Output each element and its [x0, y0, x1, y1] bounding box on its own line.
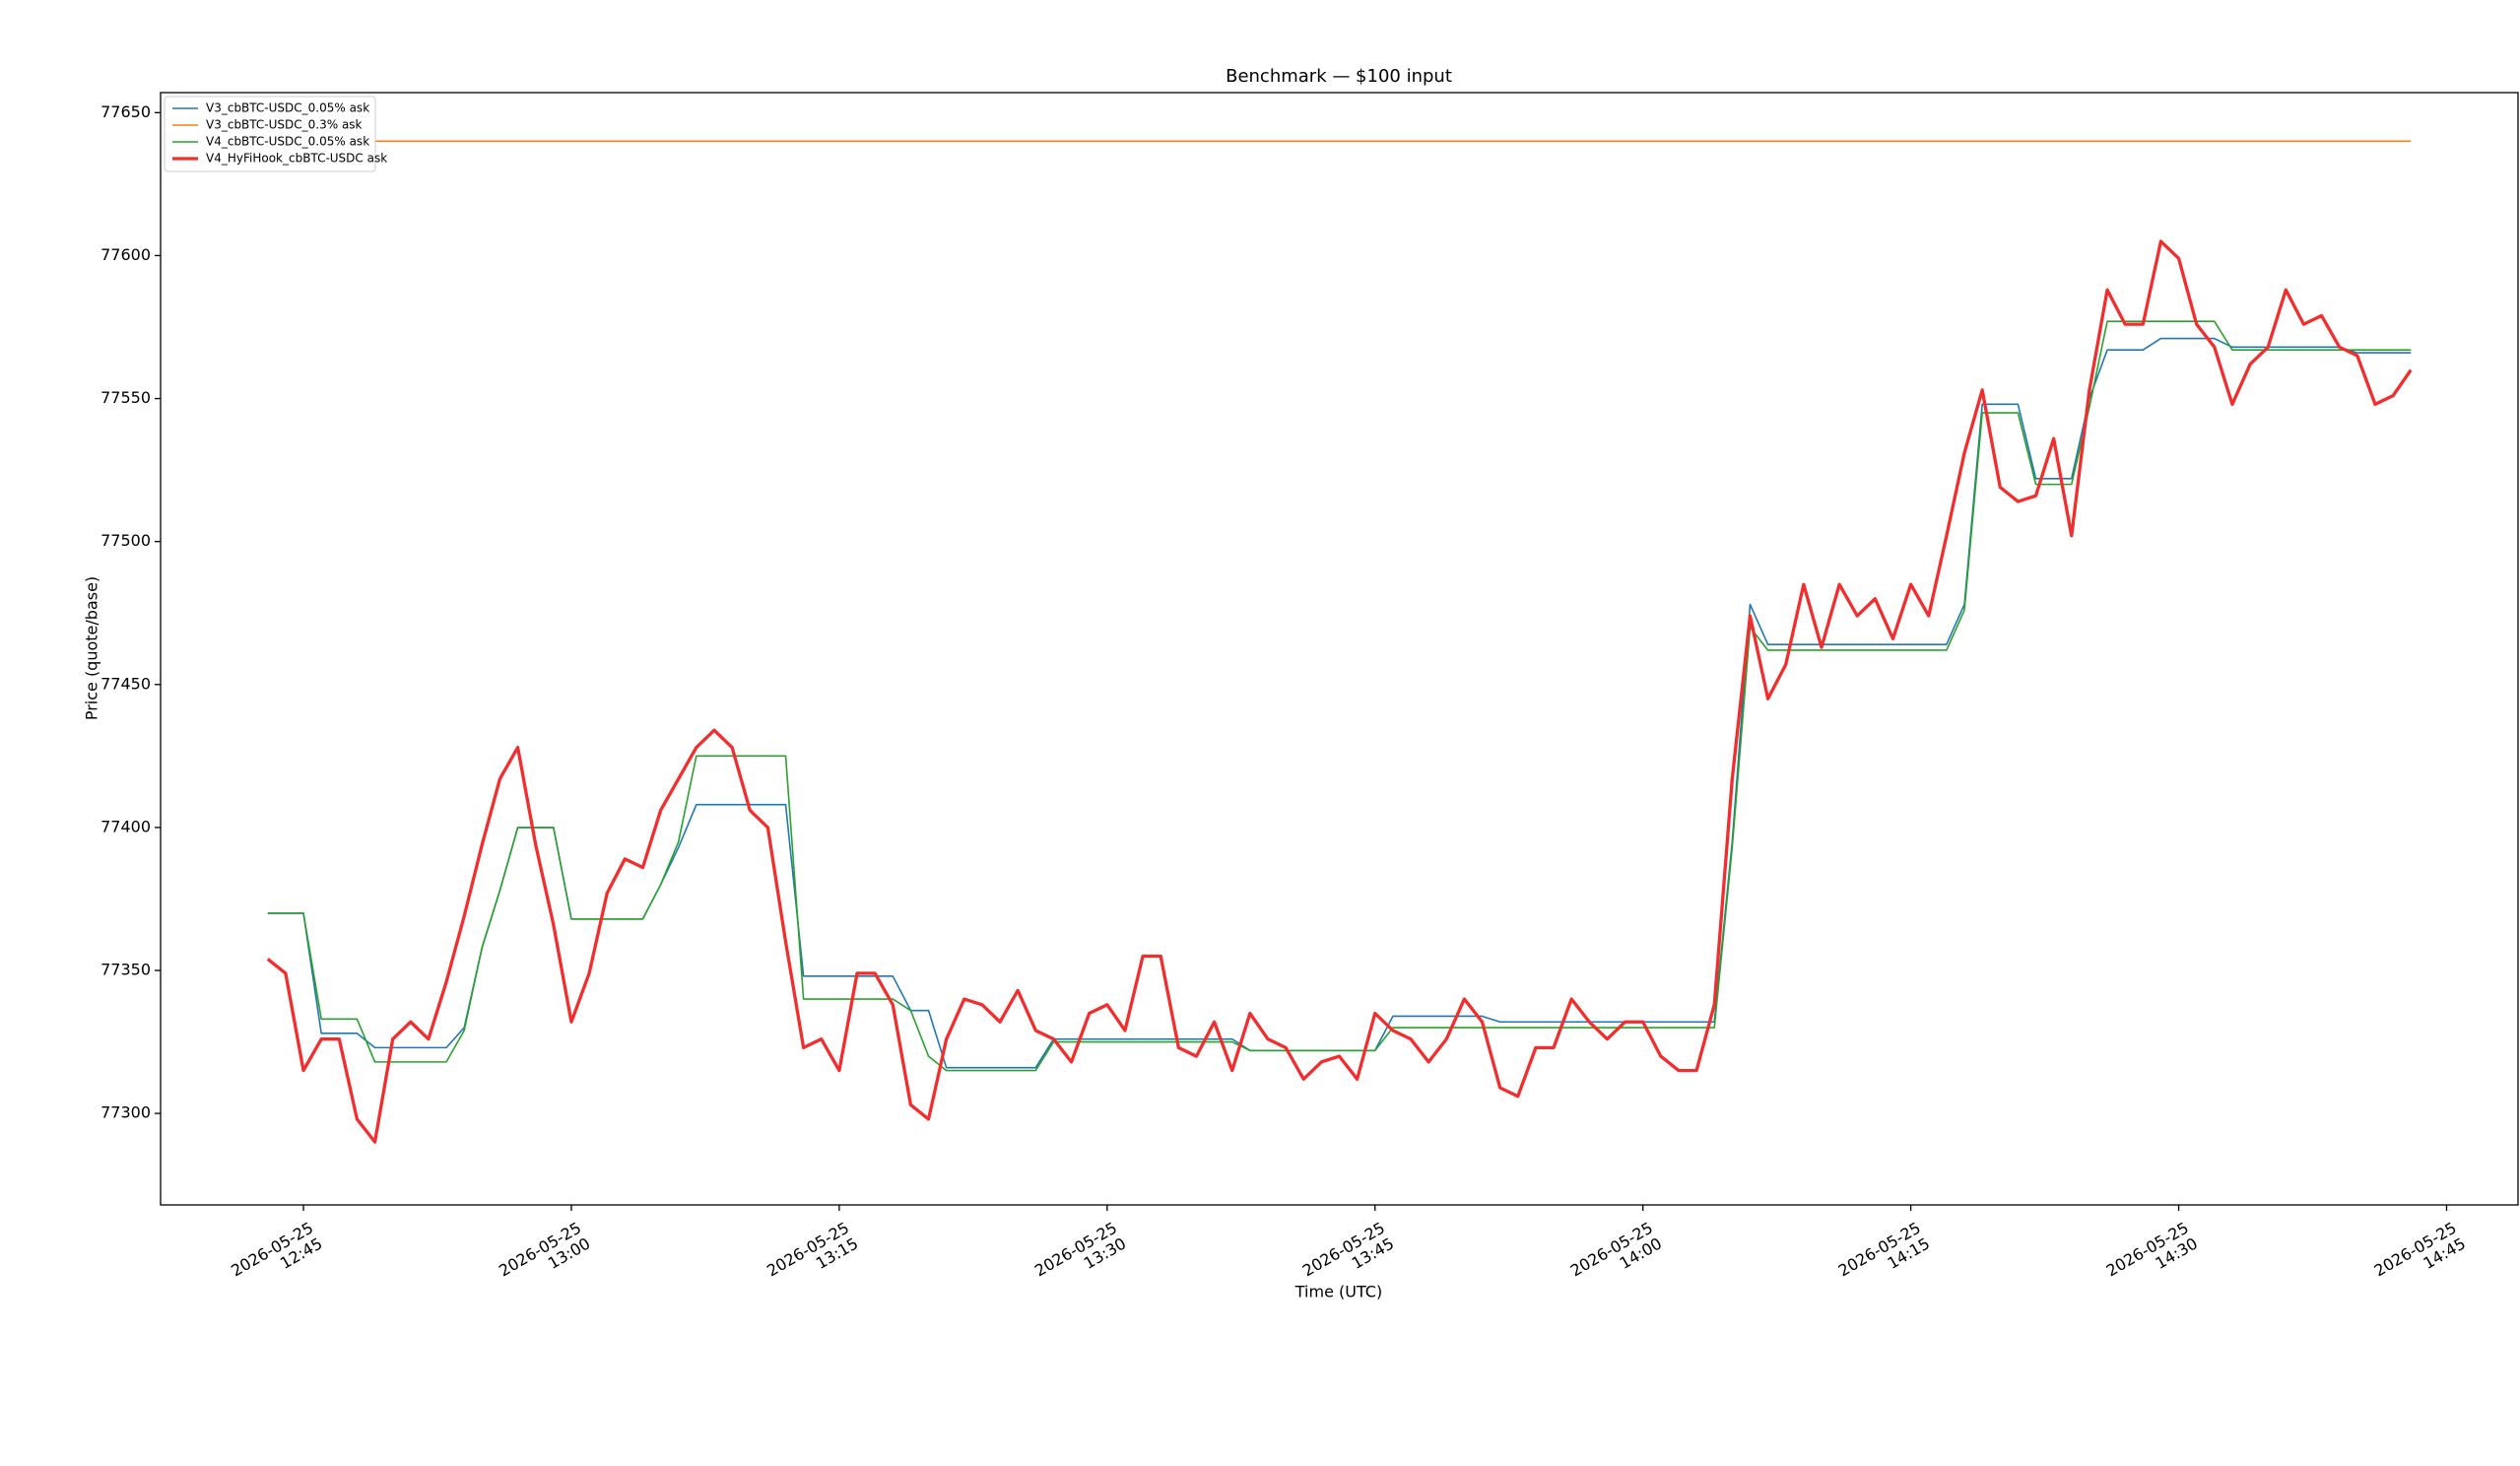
y-tick-label: 77500	[100, 531, 151, 550]
legend-label: V4_HyFiHook_cbBTC-USDC ask	[206, 152, 387, 166]
x-tick-label: 2026-05-2513:30	[1031, 1218, 1129, 1296]
series-line	[266, 239, 2413, 1144]
y-tick-label: 77400	[100, 817, 151, 835]
x-tick-label: 2026-05-2514:30	[2103, 1218, 2201, 1296]
y-tick-label: 77550	[100, 388, 151, 407]
legend-box	[164, 96, 376, 172]
x-tick-label: 2026-05-2513:00	[496, 1218, 593, 1296]
x-tick-label: 2026-05-2514:45	[2371, 1218, 2469, 1296]
x-tick-label: 2026-05-2512:45	[228, 1218, 325, 1296]
y-tick-label: 77350	[100, 961, 151, 979]
y-tick-label: 77450	[100, 674, 151, 693]
legend-label: V3_cbBTC-USDC_0.3% ask	[206, 118, 363, 132]
x-tick-label: 2026-05-2514:15	[1835, 1218, 1933, 1296]
y-tick-label: 77650	[100, 102, 151, 121]
x-tick-label: 2026-05-2513:15	[763, 1218, 861, 1296]
series-line	[267, 337, 2412, 1069]
chart-title: Benchmark — $100 input	[1226, 66, 1452, 87]
x-axis-label: Time (UTC)	[1294, 1283, 1382, 1301]
series-line	[267, 320, 2412, 1072]
y-tick-label: 77600	[100, 245, 151, 264]
legend-label: V3_cbBTC-USDC_0.05% ask	[206, 101, 369, 115]
y-axis-label: Price (quote/base)	[83, 576, 101, 720]
y-tick-label: 77300	[100, 1103, 151, 1122]
plot-frame	[160, 92, 2519, 1206]
x-tick-label: 2026-05-2514:00	[1567, 1218, 1665, 1296]
legend-label: V4_cbBTC-USDC_0.05% ask	[206, 135, 369, 149]
